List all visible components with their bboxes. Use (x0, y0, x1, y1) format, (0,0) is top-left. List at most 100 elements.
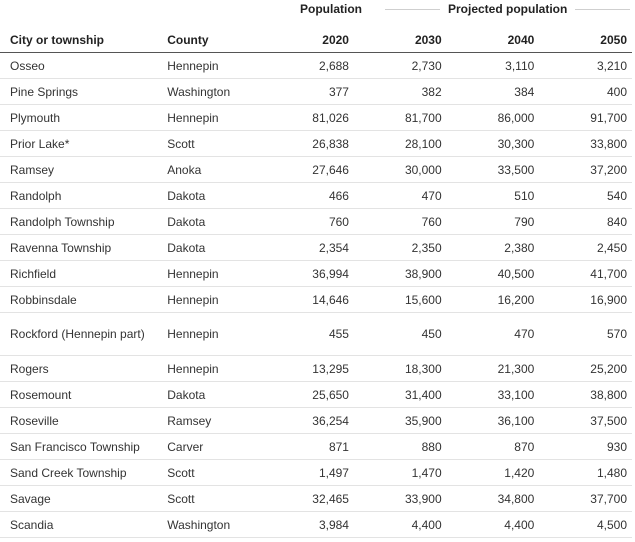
table-row: Plymouth Hennepin 81,026 81,700 86,000 91,700 (0, 104, 632, 131)
table-row: Robbinsdale Hennepin 14,646 15,600 16,200 16,… (0, 286, 632, 313)
value-2050-cell: 91,700 (539, 104, 632, 131)
value-2050-cell: 16,900 (539, 286, 632, 313)
county-cell: Hennepin (157, 104, 268, 131)
value-2030-cell: 2,350 (353, 234, 447, 261)
value-2040-cell: 510 (446, 182, 540, 209)
value-2020-cell: 14,646 (267, 286, 354, 313)
value-2040-cell: 34,800 (446, 485, 540, 512)
table-row: Randolph Dakota 466 470 510 540 (0, 182, 632, 209)
value-2050-cell: 930 (539, 433, 632, 460)
value-2030-cell: 382 (353, 78, 447, 105)
value-2040-cell: 33,100 (446, 381, 540, 408)
value-2050-cell: 41,700 (539, 260, 632, 287)
value-2030-cell: 33,900 (353, 485, 447, 512)
county-cell: Hennepin (157, 52, 268, 79)
county-cell: Ramsey (157, 407, 268, 434)
value-2030-cell: 880 (353, 433, 447, 460)
value-2030-cell: 38,900 (353, 260, 447, 287)
value-2040-cell: 30,300 (446, 130, 540, 157)
city-cell: Osseo (0, 52, 158, 79)
value-2020-cell: 2,688 (267, 52, 354, 79)
value-2050-cell: 37,200 (539, 156, 632, 183)
county-cell: Scott (157, 459, 268, 486)
value-2040-cell: 21,300 (446, 355, 540, 382)
city-cell: Sand Creek Township (0, 459, 158, 486)
table-row: Randolph Township Dakota 760 760 790 840 (0, 208, 632, 235)
county-cell: Scott (157, 485, 268, 512)
value-2020-cell: 25,650 (267, 381, 354, 408)
value-2050-cell: 2,450 (539, 234, 632, 261)
table-row: Ramsey Anoka 27,646 30,000 33,500 37,200 (0, 156, 632, 183)
value-2040-cell: 1,420 (446, 459, 540, 486)
value-2050-cell: 25,200 (539, 355, 632, 382)
city-cell: Savage (0, 485, 158, 512)
city-cell: Rogers (0, 355, 158, 382)
table-row: Roseville Ramsey 36,254 35,900 36,100 37,500 (0, 407, 632, 434)
value-2030-cell: 470 (353, 182, 447, 209)
table-row: Osseo Hennepin 2,688 2,730 3,110 3,210 (0, 52, 632, 79)
value-2020-cell: 27,646 (267, 156, 354, 183)
value-2040-cell: 4,400 (446, 511, 540, 538)
city-cell: Rockford (Hennepin part) (0, 312, 158, 356)
value-2020-cell: 26,838 (267, 130, 354, 157)
table-row: Rosemount Dakota 25,650 31,400 33,100 38,800 (0, 381, 632, 408)
table-row: Richfield Hennepin 36,994 38,900 40,500 41,70… (0, 260, 632, 287)
value-2050-cell: 3,210 (539, 52, 632, 79)
column-header-2040: 2040 (446, 28, 540, 53)
city-cell: Prior Lake* (0, 130, 158, 157)
county-cell: Dakota (157, 234, 268, 261)
column-header-city: City or township (0, 28, 158, 53)
table-row: Rockford (Hennepin part) Hennepin 455 450 47… (0, 312, 632, 356)
value-2040-cell: 790 (446, 208, 540, 235)
value-2050-cell: 33,800 (539, 130, 632, 157)
city-cell: Robbinsdale (0, 286, 158, 313)
value-2030-cell: 450 (353, 312, 447, 356)
value-2050-cell: 37,500 (539, 407, 632, 434)
value-2030-cell: 4,400 (353, 511, 447, 538)
county-cell: Dakota (157, 182, 268, 209)
city-cell: Randolph (0, 182, 158, 209)
county-cell: Hennepin (157, 312, 268, 356)
value-2030-cell: 81,700 (353, 104, 447, 131)
column-header-2050: 2050 (539, 28, 632, 53)
value-2030-cell: 760 (353, 208, 447, 235)
value-2030-cell: 2,730 (353, 52, 447, 79)
value-2020-cell: 81,026 (267, 104, 354, 131)
county-cell: Dakota (157, 208, 268, 235)
value-2020-cell: 1,497 (267, 459, 354, 486)
table-header-row: City or township County 2020 2030 2040 2… (0, 28, 632, 53)
table-row: Scandia Washington 3,984 4,400 4,400 4,500 (0, 511, 632, 538)
value-2040-cell: 40,500 (446, 260, 540, 287)
city-cell: Roseville (0, 407, 158, 434)
value-2040-cell: 2,380 (446, 234, 540, 261)
city-cell: Richfield (0, 260, 158, 287)
city-cell: Scandia (0, 511, 158, 538)
group-label-population: Population (300, 2, 362, 16)
value-2020-cell: 36,994 (267, 260, 354, 287)
table-row: Rogers Hennepin 13,295 18,300 21,300 25,200 (0, 355, 632, 382)
county-cell: Scott (157, 130, 268, 157)
county-cell: Hennepin (157, 260, 268, 287)
value-2020-cell: 2,354 (267, 234, 354, 261)
county-cell: Dakota (157, 381, 268, 408)
value-2030-cell: 1,470 (353, 459, 447, 486)
value-2050-cell: 37,700 (539, 485, 632, 512)
population-table: City or township County 2020 2030 2040 2… (0, 28, 632, 538)
column-group-header: Population Projected population (0, 0, 635, 20)
county-cell: Anoka (157, 156, 268, 183)
value-2020-cell: 455 (267, 312, 354, 356)
value-2050-cell: 570 (539, 312, 632, 356)
group-divider-right (575, 9, 630, 10)
city-cell: Randolph Township (0, 208, 158, 235)
value-2040-cell: 36,100 (446, 407, 540, 434)
value-2040-cell: 470 (446, 312, 540, 356)
city-cell: Rosemount (0, 381, 158, 408)
county-cell: Hennepin (157, 286, 268, 313)
value-2040-cell: 870 (446, 433, 540, 460)
value-2050-cell: 840 (539, 208, 632, 235)
city-cell: Plymouth (0, 104, 158, 131)
city-cell: Ramsey (0, 156, 158, 183)
value-2020-cell: 3,984 (267, 511, 354, 538)
value-2030-cell: 28,100 (353, 130, 447, 157)
